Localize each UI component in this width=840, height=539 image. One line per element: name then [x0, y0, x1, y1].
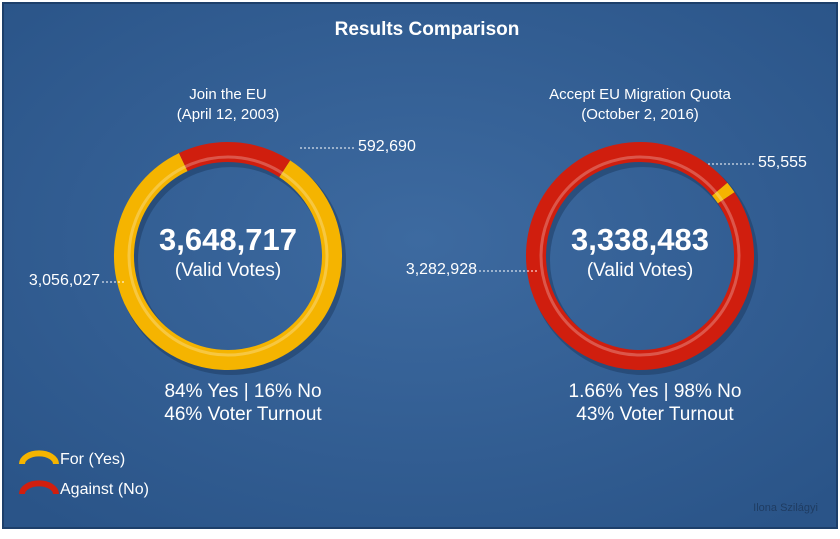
donut-segment — [114, 153, 342, 370]
total-votes: 3,648,717 — [159, 222, 297, 257]
summary-note: 1.66% Yes | 98% No — [569, 381, 742, 402]
donut-segment — [526, 142, 754, 370]
chart-subtitle: (October 2, 2016) — [581, 106, 699, 123]
value-label: 3,056,027 — [29, 272, 100, 289]
legend-label: Against (No) — [60, 481, 149, 498]
ring-highlight — [539, 155, 741, 357]
value-label: 3,282,928 — [406, 261, 477, 278]
chart-subtitle: (April 12, 2003) — [177, 106, 280, 123]
total-caption: (Valid Votes) — [587, 260, 693, 281]
legend-label: For (Yes) — [60, 451, 125, 468]
title: Results Comparison — [335, 19, 520, 40]
value-label: 592,690 — [358, 138, 416, 155]
chart-title: Join the EU — [189, 86, 267, 103]
background — [2, 2, 838, 529]
total-caption: (Valid Votes) — [175, 260, 281, 281]
chart-title: Accept EU Migration Quota — [549, 86, 731, 103]
credit: Ilona Szilágyi — [753, 502, 818, 514]
summary-note: 43% Voter Turnout — [576, 404, 734, 425]
donut-segment — [711, 182, 735, 204]
legend-swatch — [19, 450, 59, 465]
ring-highlight — [127, 155, 329, 357]
value-label: 55,555 — [758, 154, 807, 171]
summary-note: 84% Yes | 16% No — [164, 381, 321, 402]
donut-segment — [178, 142, 291, 178]
total-votes: 3,338,483 — [571, 222, 709, 257]
legend-swatch — [19, 480, 59, 495]
summary-note: 46% Voter Turnout — [164, 404, 322, 425]
